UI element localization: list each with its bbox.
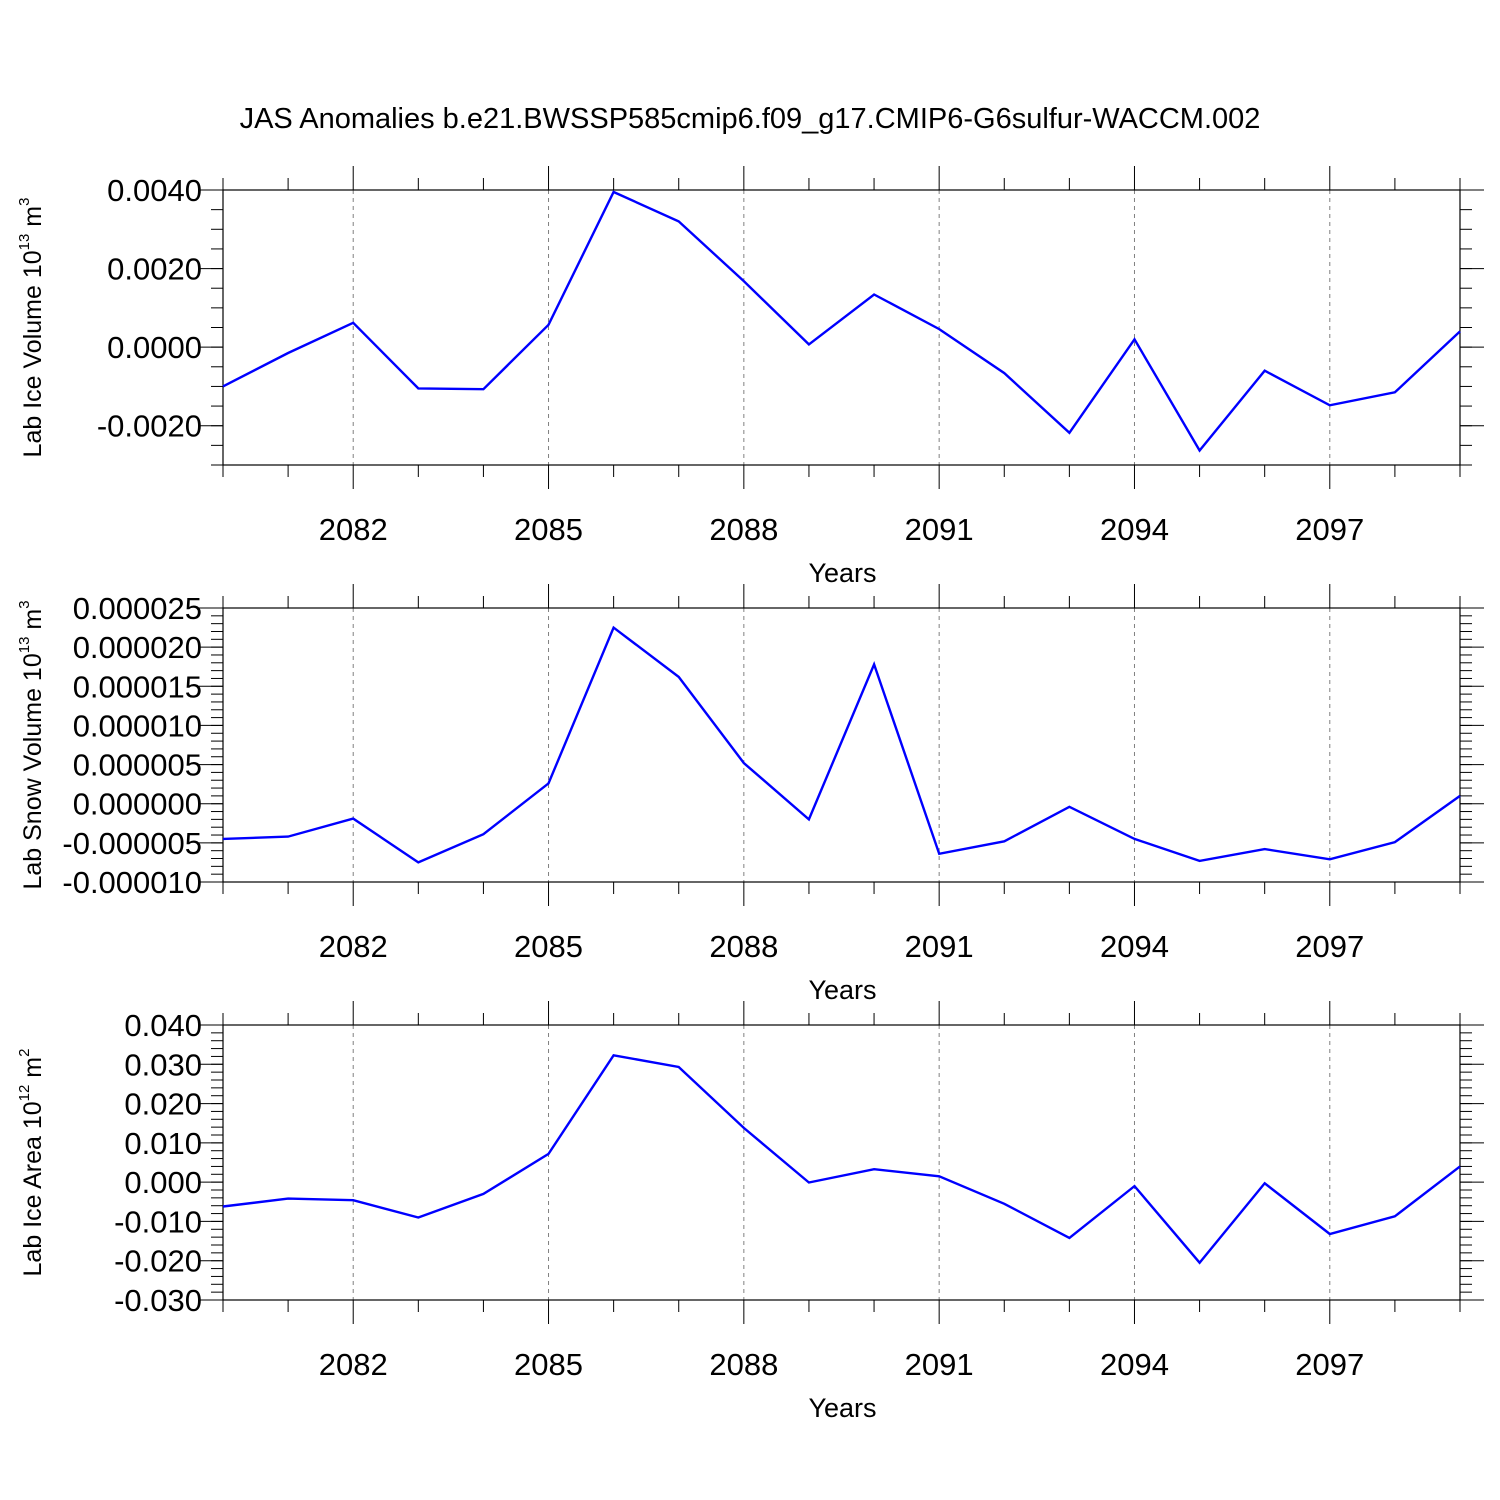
y-tick-label: 0.000025 (73, 591, 202, 626)
y-axis-label-text: Lab Ice Volume 10 (19, 250, 47, 457)
y-tick-label: -0.000010 (62, 865, 202, 900)
y-axis-label-exponent: 13 (16, 637, 33, 654)
x-tick-label: 2085 (514, 1347, 583, 1382)
x-tick-label: 2097 (1295, 1347, 1364, 1382)
y-tick-label: -0.030 (114, 1283, 202, 1318)
x-tick-label: 2085 (514, 929, 583, 964)
x-tick-label: 2088 (709, 929, 778, 964)
x-tick-label: 2091 (905, 512, 974, 547)
y-tick-label: 0.040 (124, 1008, 202, 1043)
x-tick-label: 2097 (1295, 929, 1364, 964)
x-tick-label: 2088 (709, 512, 778, 547)
y-axis-label-unit: m (19, 206, 47, 234)
y-tick-label: 0.020 (124, 1087, 202, 1122)
x-tick-label: 2082 (319, 929, 388, 964)
y-tick-label: 0.000010 (73, 708, 202, 743)
y-axis-label-exponent: 12 (16, 1085, 33, 1102)
y-tick-label: -0.010 (114, 1204, 202, 1239)
y-axis-label: Lab Snow Volume 1013 m3 (16, 600, 47, 889)
y-axis-label-text: Lab Snow Volume 10 (19, 653, 47, 889)
y-tick-label: 0.0040 (107, 173, 202, 208)
y-axis-label-text: Lab Ice Area 10 (19, 1101, 47, 1276)
y-axis-label: Lab Ice Volume 1013 m3 (16, 198, 47, 458)
x-tick-label: 2091 (905, 929, 974, 964)
x-axis-label: Years (808, 1393, 876, 1423)
x-tick-label: 2085 (514, 512, 583, 547)
y-axis-label-unit-exponent: 2 (16, 1049, 33, 1057)
panel-1: -0.0020 0.0000 0.0020 0.0040 2082 2085 2088 209… (16, 166, 1484, 588)
y-tick-label: 0.000020 (73, 630, 202, 665)
series-line-1 (222, 1053, 1461, 1265)
x-tick-label: 2094 (1100, 512, 1169, 547)
y-axis-label-unit: m (19, 609, 47, 637)
y-tick-label: 0.030 (124, 1047, 202, 1082)
panel-2: -0.000010 -0.000005 0.000000 0.000005 0.0000… (16, 584, 1484, 1005)
panel-3: -0.030 -0.020 -0.010 0.000 0.010 0.020 0.030 0.… (16, 1001, 1484, 1423)
x-tick-label: 2088 (709, 1347, 778, 1382)
y-tick-label: -0.000005 (62, 826, 202, 861)
y-axis-label-unit-exponent: 3 (16, 198, 33, 206)
series-line-1 (222, 190, 1461, 453)
x-tick-label: 2082 (319, 1347, 388, 1382)
x-tick-label: 2094 (1100, 1347, 1169, 1382)
y-axis-label: Lab Ice Area 1012 m2 (16, 1049, 47, 1277)
panels: -0.0020 0.0000 0.0020 0.0040 2082 2085 2088 209… (16, 166, 1484, 1423)
y-tick-label: 0.000000 (73, 787, 202, 822)
y-tick-label: -0.0020 (97, 409, 202, 444)
y-tick-label: 0.000 (124, 1165, 202, 1200)
x-tick-label: 2097 (1295, 512, 1364, 547)
x-tick-label: 2091 (905, 1347, 974, 1382)
plot-frame (222, 607, 1461, 883)
y-tick-label: 0.000015 (73, 669, 202, 704)
series-line-1 (222, 625, 1461, 864)
x-tick-label: 2094 (1100, 929, 1169, 964)
y-tick-label: 0.010 (124, 1126, 202, 1161)
y-axis-label-unit-exponent: 3 (16, 600, 33, 608)
y-tick-label: 0.0020 (107, 252, 202, 287)
y-tick-label: -0.020 (114, 1244, 202, 1279)
x-axis-label: Years (808, 975, 876, 1005)
y-axis-label-unit: m (19, 1057, 47, 1085)
y-tick-label: 0.0000 (107, 330, 202, 365)
plot-frame (222, 1024, 1461, 1301)
plot-frame (222, 189, 1461, 466)
chart-title: JAS Anomalies b.e21.BWSSP585cmip6.f09_g1… (240, 103, 1261, 135)
x-axis-label: Years (808, 558, 876, 588)
y-axis-label-exponent: 13 (16, 234, 33, 251)
y-tick-label: 0.000005 (73, 748, 202, 783)
x-tick-label: 2082 (319, 512, 388, 547)
